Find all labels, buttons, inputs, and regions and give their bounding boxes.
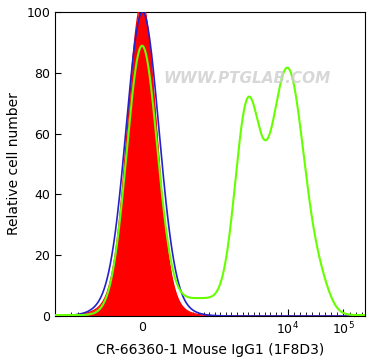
X-axis label: CR-66360-1 Mouse IgG1 (1F8D3): CR-66360-1 Mouse IgG1 (1F8D3) [96, 343, 324, 357]
Text: WWW.PTGLAB.COM: WWW.PTGLAB.COM [164, 71, 331, 86]
Y-axis label: Relative cell number: Relative cell number [7, 92, 21, 236]
